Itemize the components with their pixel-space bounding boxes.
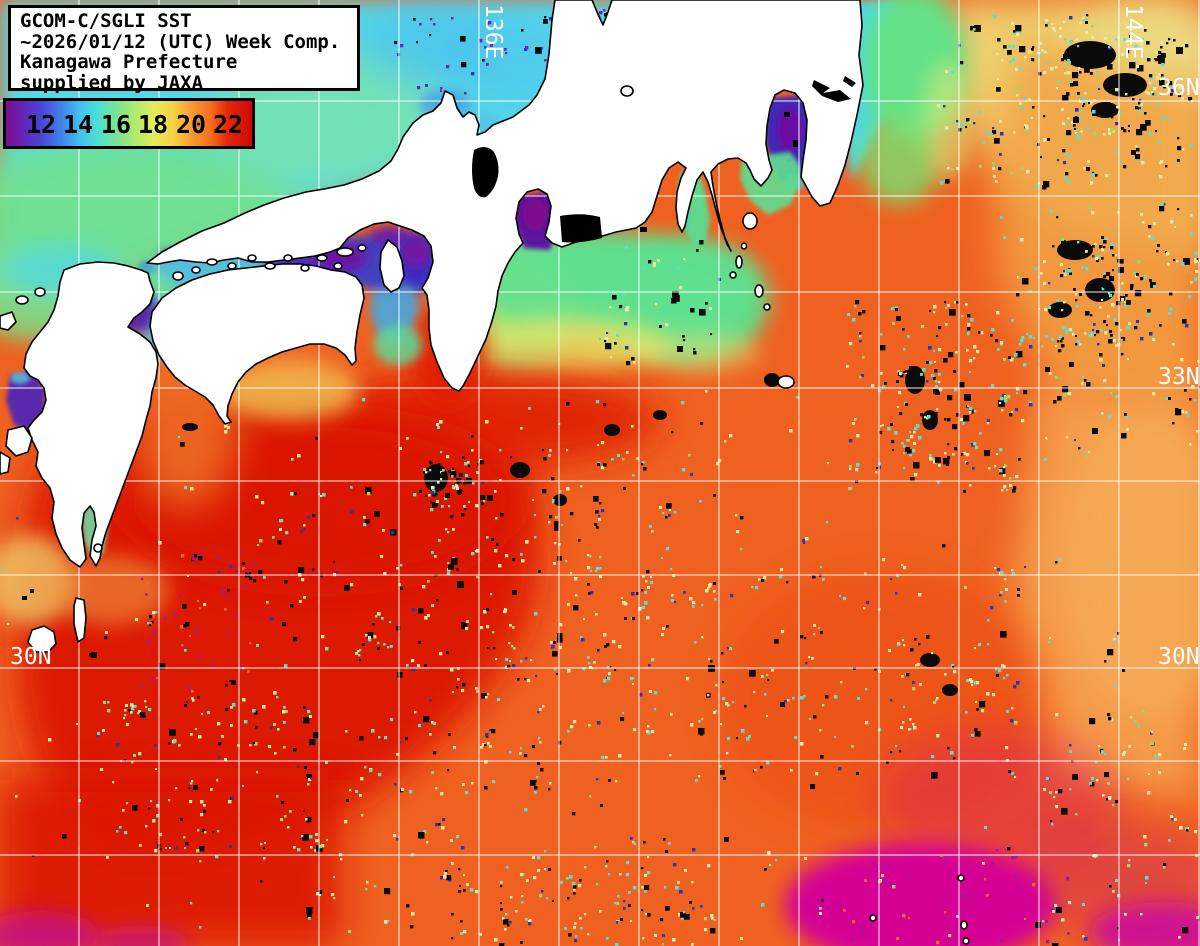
yakushima-island: [27, 625, 57, 653]
colorbar-tick-16: 16: [100, 110, 132, 139]
colorbar-tick-12: 12: [25, 110, 57, 139]
hachijojima-island: [777, 375, 795, 389]
latitude-label: 36N: [1158, 75, 1200, 101]
colorbar-tick-22: 22: [212, 110, 244, 139]
title-line-product: GCOM-C/SGLI SST: [20, 10, 192, 32]
title-box: GCOM-C/SGLI SST ~2026/01/12 (UTC) Week C…: [8, 5, 360, 94]
lake-biwa: [472, 146, 499, 198]
lake-kasumigaura: [812, 80, 851, 102]
title-line-supplier: supplied by JAXA: [20, 71, 204, 94]
colorbar-tick-20: 20: [175, 110, 207, 139]
title-line-date: ~2026/01/12 (UTC) Week Comp.: [20, 30, 341, 53]
awaji-island: [379, 239, 405, 293]
lake-layer: [22, 76, 856, 600]
colorbar-tick-18: 18: [137, 110, 169, 139]
honshu-land: [146, 0, 864, 392]
tanegashima-island: [73, 597, 87, 643]
izu-oshima-island: [742, 212, 758, 230]
land-layer: [0, 0, 970, 945]
latitude-label: 33N: [1158, 364, 1200, 390]
kyushu-land: [23, 261, 159, 568]
shikoku-land: [149, 263, 365, 425]
mikawa-bay-dark: [560, 214, 602, 243]
longitude-label: 136E: [480, 4, 506, 59]
latitude-label: 30N: [10, 644, 52, 670]
latitude-label: 30N: [1158, 644, 1200, 670]
longitude-label: 144E: [1120, 4, 1146, 59]
map-coordinate-labels: 136E 144E 36N 33N 30N 30N: [10, 4, 1200, 670]
sst-colorbar: 12 14 16 18 20 22: [3, 98, 255, 149]
title-line-region: Kanagawa Prefecture: [20, 51, 238, 73]
colorbar-tick-14: 14: [62, 110, 94, 139]
